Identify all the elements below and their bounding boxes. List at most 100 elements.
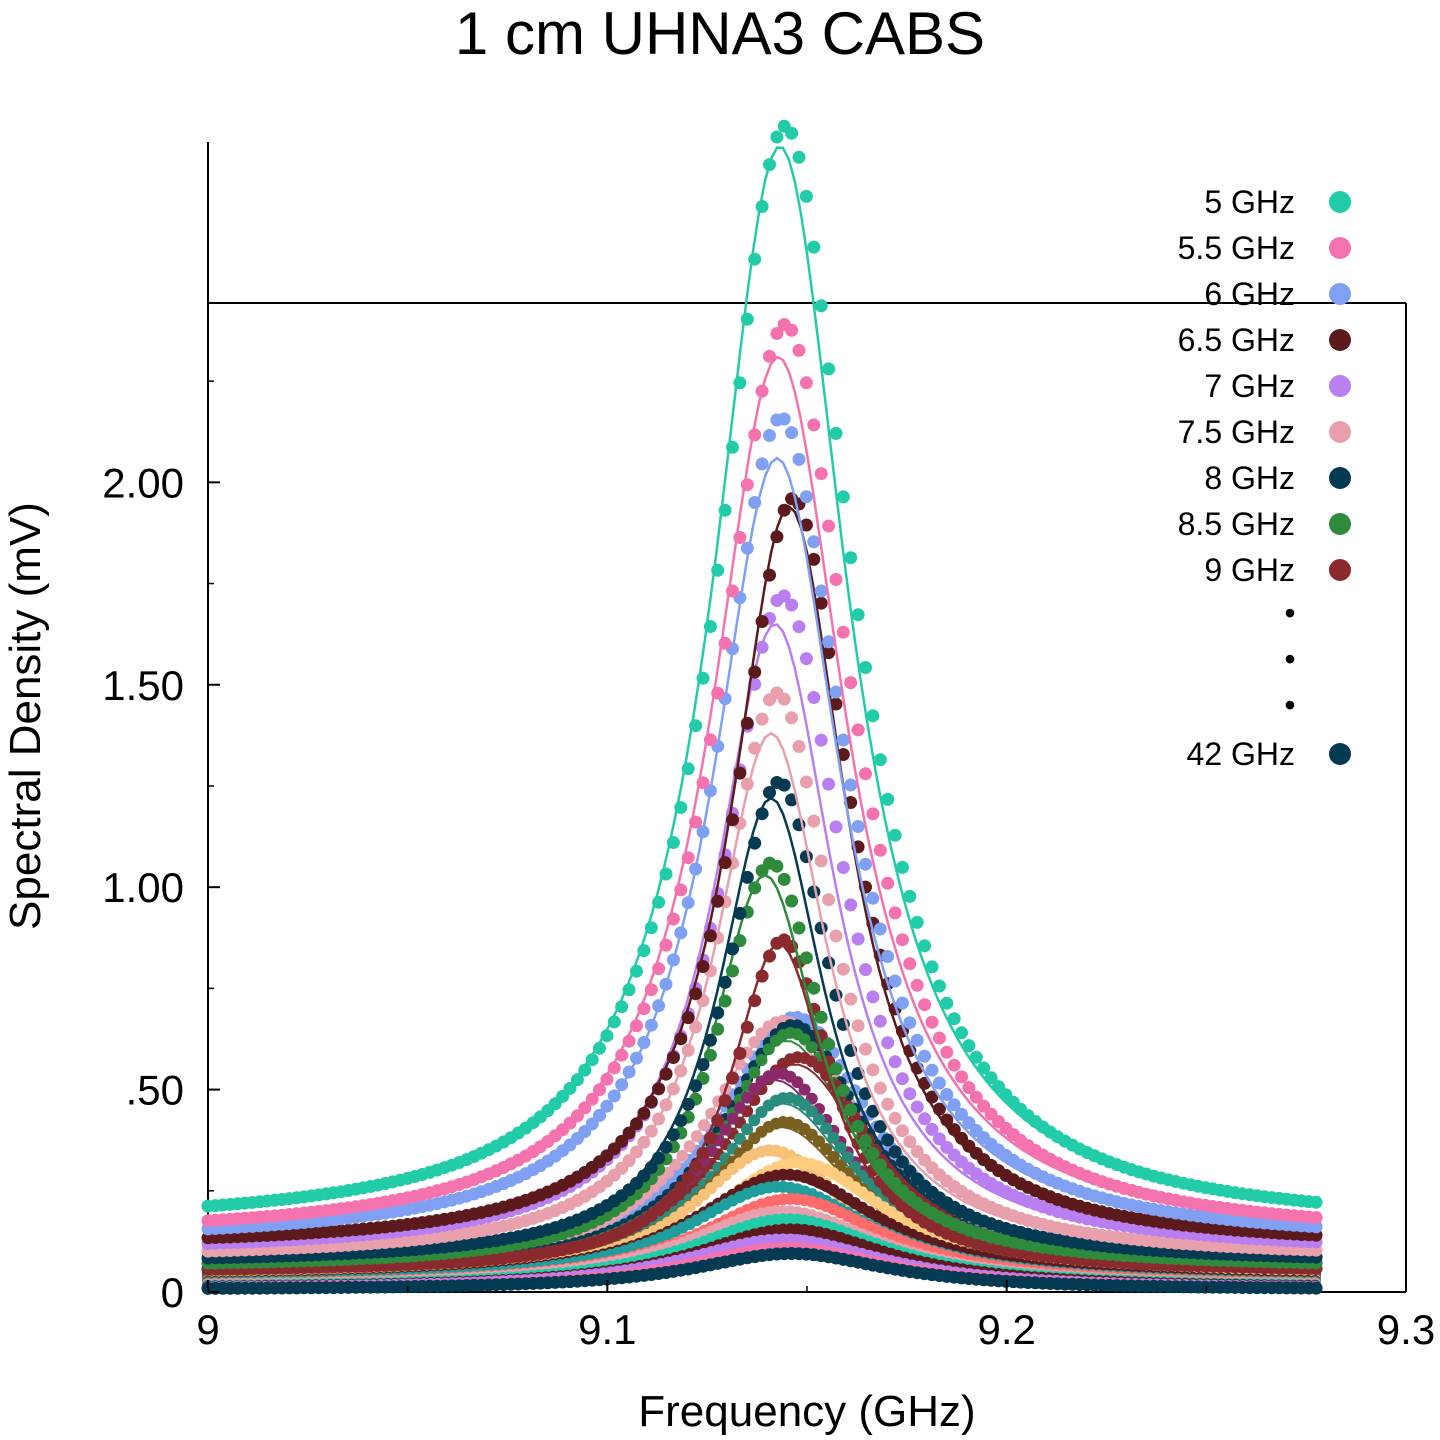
legend-marker (1329, 513, 1351, 535)
data-point (799, 518, 813, 532)
data-point (903, 889, 917, 903)
data-point (615, 1048, 629, 1062)
data-point (827, 1131, 840, 1144)
data-point (918, 998, 932, 1012)
data-point (799, 490, 813, 504)
data-point (630, 1117, 643, 1131)
y-tick-label: 1.00 (102, 864, 184, 911)
data-point (836, 733, 850, 747)
data-point (881, 876, 895, 890)
y-tick-label: 2.00 (102, 459, 184, 506)
data-point (813, 1113, 825, 1126)
data-point (696, 1146, 710, 1160)
data-point (770, 130, 784, 144)
legend: 5 GHz 5.5 GHz 6 GHz 6.5 GHz 7 GHz 7.5 GHz 8 GH… (1178, 184, 1351, 772)
fit-curve (213, 873, 1317, 1265)
data-point (755, 712, 769, 726)
legend-label: 7.5 GHz (1178, 414, 1295, 450)
legend-marker (1329, 191, 1351, 213)
legend-label: 6 GHz (1204, 276, 1295, 312)
legend-label: 7 GHz (1204, 368, 1295, 404)
data-point (792, 620, 806, 634)
data-point (822, 635, 836, 649)
data-point (777, 412, 791, 426)
data-point (777, 589, 791, 603)
data-point (807, 691, 821, 704)
data-point (910, 1033, 924, 1047)
data-point (792, 921, 806, 935)
data-point (836, 1084, 850, 1097)
data-point (785, 598, 799, 612)
data-point (925, 1122, 939, 1136)
legend-label: 8.5 GHz (1178, 506, 1295, 542)
legend-ellipsis-dot: • (1284, 687, 1295, 723)
data-point (622, 1126, 636, 1140)
data-point (881, 1036, 895, 1050)
data-point (711, 1006, 725, 1020)
data-point (932, 979, 946, 993)
data-point (827, 1151, 840, 1163)
data-point (851, 820, 865, 833)
data-point (881, 1168, 895, 1182)
data-point (888, 906, 902, 920)
data-point (792, 150, 806, 164)
data-point (910, 1100, 924, 1114)
data-point (925, 1063, 939, 1077)
data-point (851, 723, 865, 737)
data-point (807, 552, 821, 566)
data-point (925, 1015, 939, 1029)
data-point (822, 777, 836, 791)
y-tick-label: 0 (161, 1269, 184, 1316)
data-point (859, 857, 872, 871)
data-point (666, 1189, 680, 1203)
data-point (799, 951, 813, 965)
data-point (866, 990, 880, 1004)
legend-marker (1329, 559, 1351, 581)
data-point (844, 676, 858, 690)
fit-curve (213, 456, 1317, 1231)
data-point (681, 1171, 695, 1185)
data-point (805, 1105, 818, 1118)
series-5-ghz (201, 119, 1323, 1213)
data-point (829, 1062, 843, 1076)
data-point (851, 1019, 865, 1033)
data-point (755, 457, 769, 471)
data-point (785, 126, 799, 140)
data-point (748, 1082, 761, 1095)
data-point (969, 1090, 983, 1104)
data-point (844, 898, 858, 912)
data-point (851, 1119, 865, 1133)
data-point (799, 652, 813, 666)
data-point (903, 1016, 917, 1030)
data-point (822, 519, 836, 533)
data-point (829, 685, 843, 699)
fit-curve (213, 504, 1317, 1239)
legend-label: 42 GHz (1187, 736, 1295, 772)
x-tick-label: 9.2 (977, 1306, 1035, 1353)
legend-marker (1329, 375, 1351, 397)
data-point (918, 1049, 932, 1063)
data-point (955, 1070, 968, 1084)
data-point (792, 740, 806, 753)
data-point (593, 1083, 606, 1097)
data-point (844, 992, 858, 1006)
data-point (814, 299, 828, 313)
series-7.5-ghz (201, 686, 1323, 1258)
data-point (600, 1072, 614, 1086)
data-point (763, 786, 776, 799)
data-point (969, 1050, 983, 1064)
data-point (962, 1081, 976, 1095)
data-point (903, 1135, 917, 1149)
series-5.5-ghz (201, 318, 1323, 1228)
data-point (820, 1122, 833, 1135)
data-point (947, 1058, 961, 1072)
data-point (703, 1033, 717, 1047)
data-point (859, 963, 872, 977)
data-point (814, 584, 828, 598)
data-point (644, 1095, 658, 1109)
data-point (814, 854, 828, 868)
data-point (799, 775, 813, 789)
data-point (881, 950, 895, 963)
data-point (955, 1026, 968, 1040)
x-tick-label: 9.1 (578, 1306, 636, 1353)
